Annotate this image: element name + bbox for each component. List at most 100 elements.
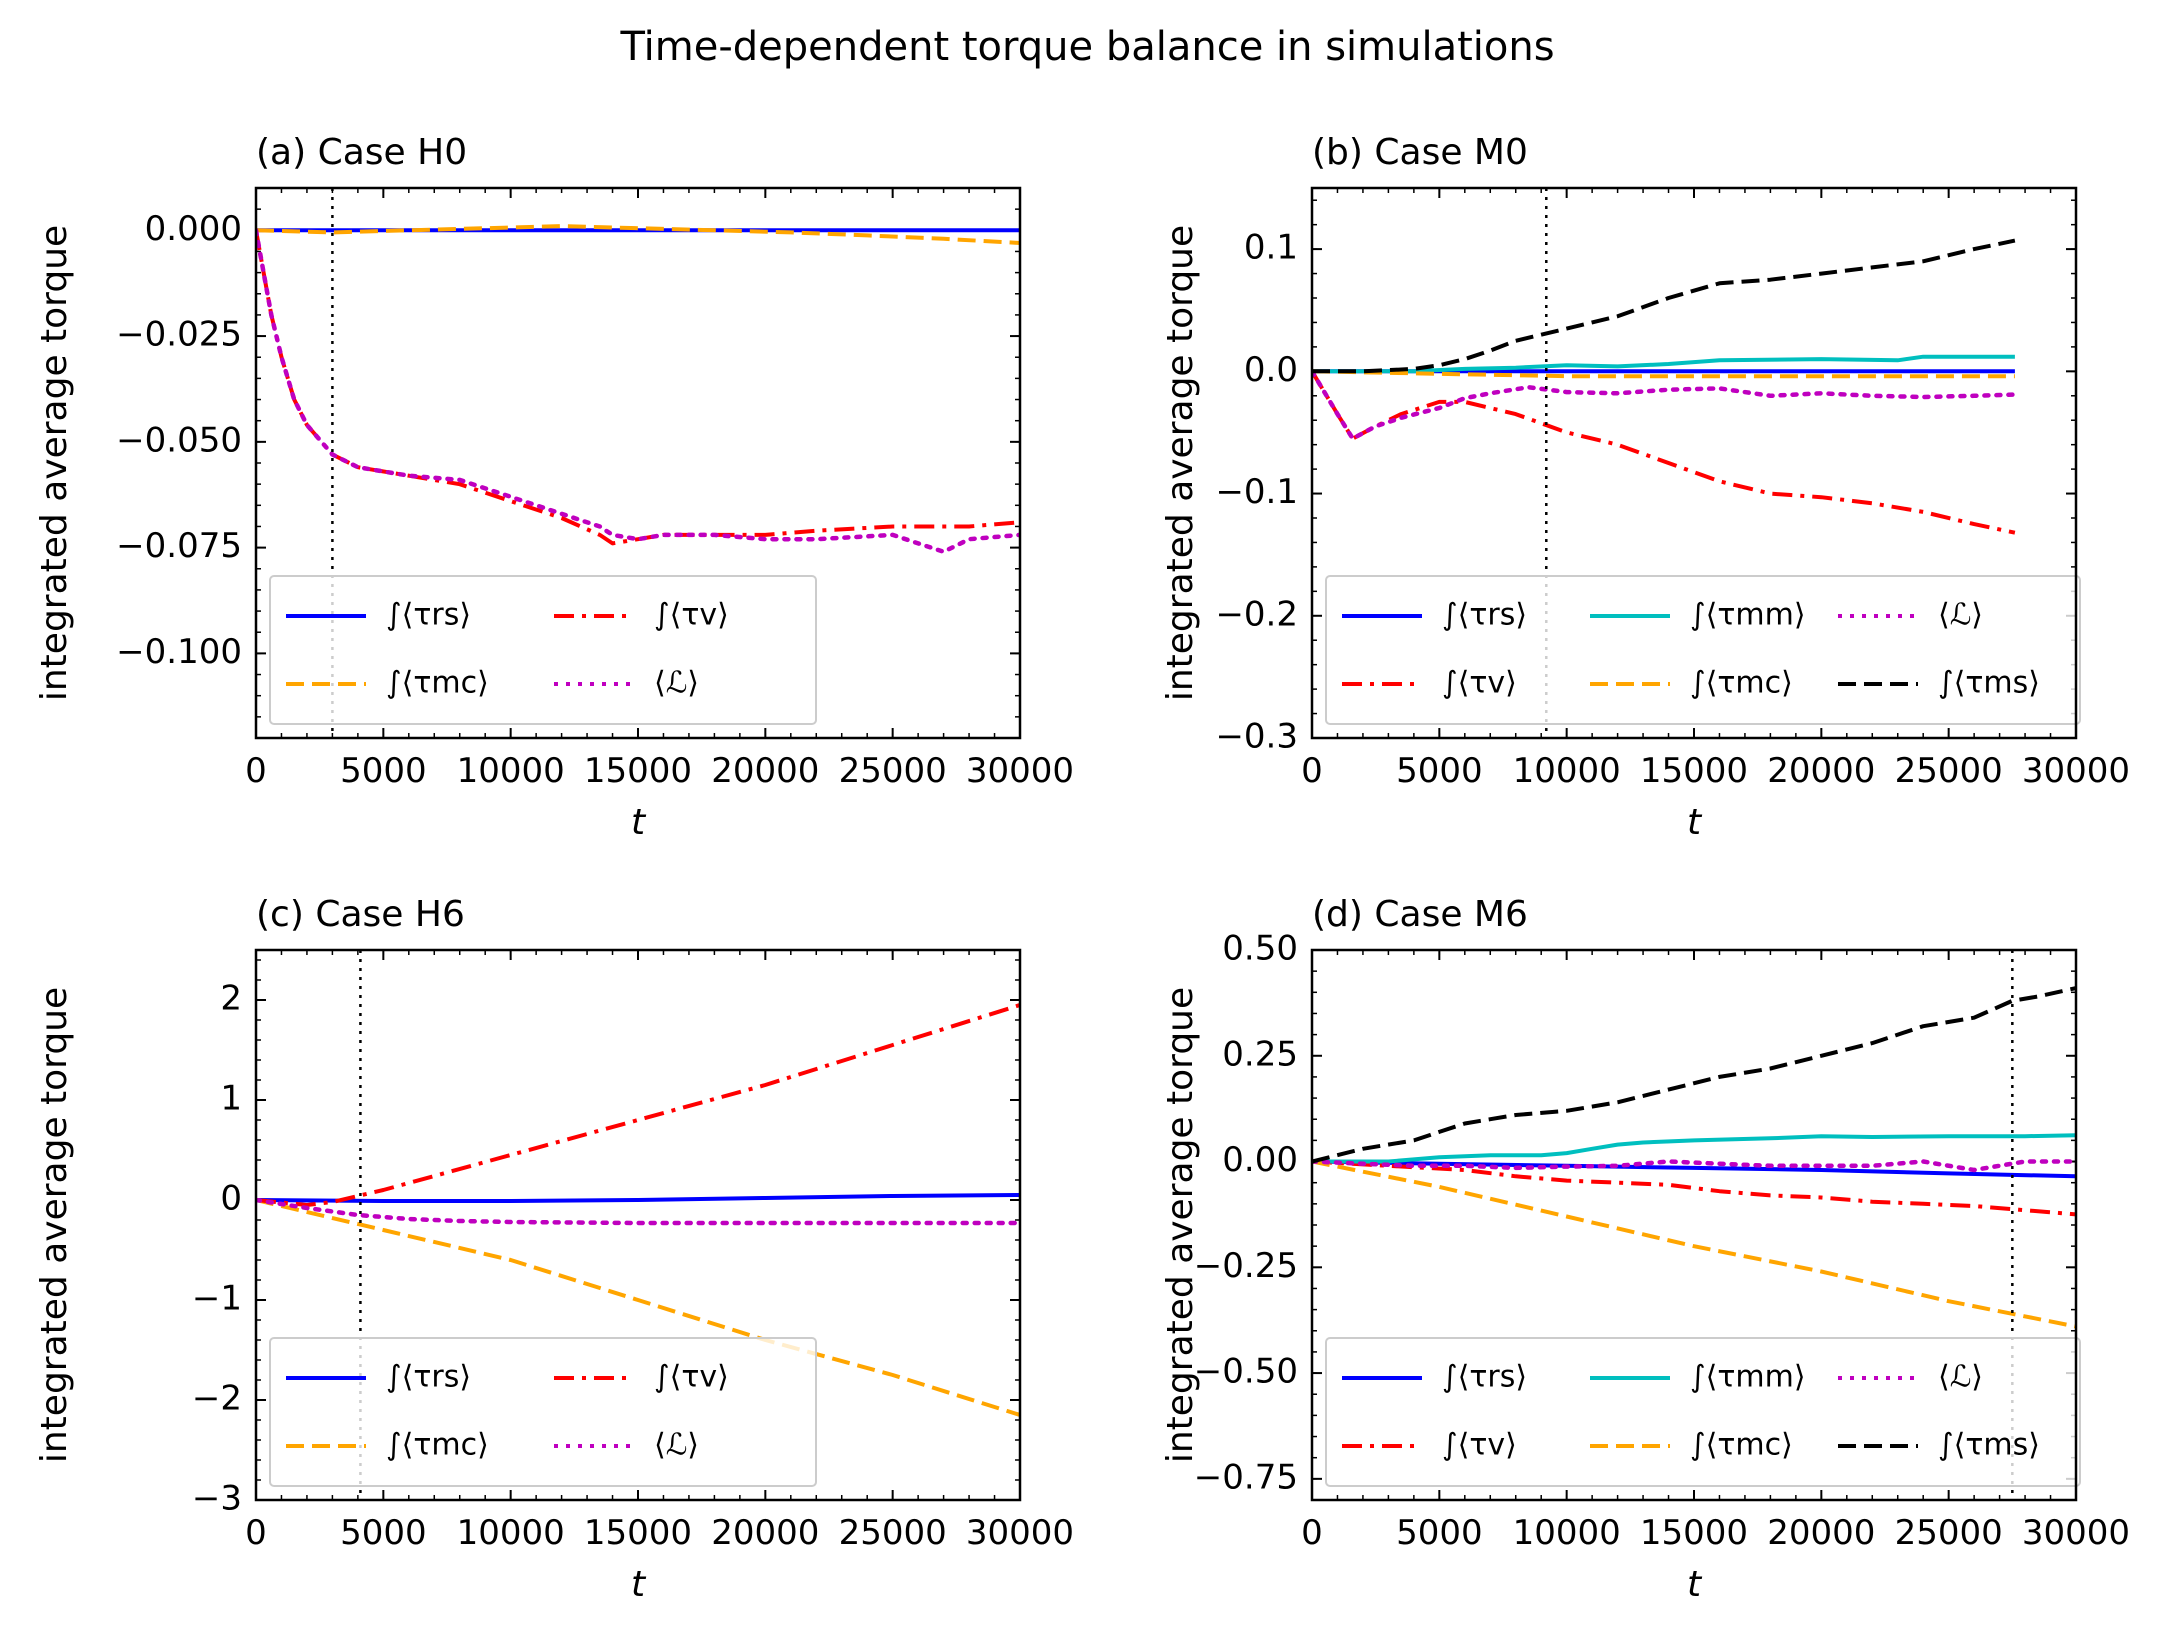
y-tick-label: −0.050 <box>116 420 242 460</box>
axes-frame <box>254 186 1022 740</box>
axes-frame <box>1310 948 2078 1502</box>
y-axis-label: integrated average torque <box>34 225 75 701</box>
y-tick-label: −0.3 <box>1215 717 1298 757</box>
series-line-rs <box>1312 1159 2076 1179</box>
series-line-v <box>256 1003 1020 1207</box>
x-tick-label: 30000 <box>2022 751 2130 791</box>
y-tick-label: 0.25 <box>1222 1034 1298 1074</box>
y-tick-label: 0.000 <box>145 209 242 249</box>
series-line-v <box>1312 370 2016 535</box>
x-tick-label: 10000 <box>457 751 565 791</box>
panel-1: (a) Case H0 0 5000 10000 15000 20000 25000 3000… <box>34 132 1074 843</box>
x-tick-label: 20000 <box>1767 751 1875 791</box>
y-tick-label: −0.25 <box>1194 1246 1298 1286</box>
series-line-mm <box>1312 1133 2076 1164</box>
x-tick-label: 10000 <box>457 1513 565 1553</box>
x-tick-label: 25000 <box>839 1513 947 1553</box>
y-axis-label: integrated average torque <box>1160 987 1201 1463</box>
panel-3: (c) Case H6 0 5000 10000 15000 20000 25000 3000… <box>34 894 1074 1605</box>
series-line-ms <box>1312 986 2076 1164</box>
y-tick-label: 1 <box>220 1079 242 1119</box>
legend-box <box>1325 575 2081 725</box>
y-tick-label: 0.0 <box>1244 350 1298 390</box>
figure-title: Time-dependent torque balance in simulat… <box>620 24 1555 70</box>
x-tick-label: 30000 <box>966 751 1074 791</box>
y-tick-label: 0 <box>220 1179 242 1219</box>
x-axis-label: t <box>631 1564 647 1605</box>
y-tick-label: −0.075 <box>116 526 242 566</box>
axes-frame <box>1310 186 2078 740</box>
series-line-L <box>256 228 1020 555</box>
x-tick-label: 10000 <box>1513 751 1621 791</box>
y-tick-label: −0.75 <box>1194 1457 1298 1497</box>
y-tick-label: −3 <box>192 1479 242 1519</box>
series-line-L <box>1312 1159 2076 1173</box>
y-tick-label: 0.1 <box>1244 228 1298 268</box>
panel-4: (d) Case M6 0 5000 10000 15000 20000 25000 3000… <box>1160 894 2130 1605</box>
x-tick-label: 0 <box>1301 1513 1323 1553</box>
legend-box <box>1325 1337 2081 1487</box>
legend-label-L: ⟨ℒ⟩ <box>654 1428 699 1463</box>
y-tick-label: 2 <box>220 979 242 1019</box>
x-tick-label: 10000 <box>1513 1513 1621 1553</box>
legend-label-rs: ∫⟨τrs⟩ <box>386 598 471 633</box>
y-tick-label: −0.025 <box>116 315 242 355</box>
legend-label-mc: ∫⟨τmc⟩ <box>1690 1428 1793 1463</box>
plot-area <box>256 188 1020 738</box>
y-tick-label: 0.00 <box>1222 1140 1298 1180</box>
y-tick-label: 0.50 <box>1222 929 1298 969</box>
series-line-v <box>1312 1159 2076 1217</box>
x-tick-label: 0 <box>245 751 267 791</box>
legend-label-v: ∫⟨τv⟩ <box>1442 1428 1517 1463</box>
panel-title: (a) Case H0 <box>256 132 467 173</box>
legend-box <box>269 575 817 725</box>
x-tick-label: 5000 <box>1396 751 1483 791</box>
x-tick-label: 20000 <box>711 1513 819 1553</box>
axes-frame <box>254 948 1022 1502</box>
series-line-L <box>256 1197 1020 1226</box>
legend-label-ms: ∫⟨τms⟩ <box>1938 666 2040 701</box>
legend-label-mc: ∫⟨τmc⟩ <box>1690 666 1793 701</box>
legend-label-L: ⟨ℒ⟩ <box>1938 598 1983 633</box>
y-tick-label: −0.50 <box>1194 1352 1298 1392</box>
x-tick-label: 30000 <box>2022 1513 2130 1553</box>
panel-title: (d) Case M6 <box>1312 894 1528 935</box>
x-axis-label: t <box>1687 802 1703 843</box>
x-tick-label: 25000 <box>1895 1513 2003 1553</box>
legend-label-v: ∫⟨τv⟩ <box>654 1360 729 1395</box>
legend-label-rs: ∫⟨τrs⟩ <box>1442 1360 1527 1395</box>
y-tick-label: −0.2 <box>1215 594 1298 634</box>
y-tick-label: −1 <box>192 1279 242 1319</box>
series-line-mc <box>256 224 1020 245</box>
x-tick-label: 30000 <box>966 1513 1074 1553</box>
series-line-mc <box>256 1198 1020 1417</box>
y-tick-label: −0.100 <box>116 632 242 672</box>
plot-area <box>256 950 1020 1500</box>
x-tick-label: 15000 <box>584 751 692 791</box>
x-tick-label: 15000 <box>1640 1513 1748 1553</box>
legend-label-mm: ∫⟨τmm⟩ <box>1690 1360 1806 1395</box>
x-tick-label: 5000 <box>340 1513 427 1553</box>
series-line-mc <box>1312 369 2015 379</box>
plot-area <box>1312 188 2018 738</box>
series-line-mm <box>1312 354 2015 374</box>
y-axis-label: integrated average torque <box>34 987 75 1463</box>
series-line-L <box>1312 369 2018 441</box>
x-tick-label: 0 <box>245 1513 267 1553</box>
panel-title: (b) Case M0 <box>1312 132 1528 173</box>
x-axis-label: t <box>631 802 647 843</box>
series-line-rs <box>256 1193 1020 1203</box>
legend-label-ms: ∫⟨τms⟩ <box>1938 1428 2040 1463</box>
x-tick-label: 15000 <box>584 1513 692 1553</box>
legend-label-mm: ∫⟨τmm⟩ <box>1690 598 1806 633</box>
series-line-v <box>256 229 1020 546</box>
series-line-ms <box>1312 238 2016 374</box>
x-tick-label: 20000 <box>1767 1513 1875 1553</box>
x-axis-label: t <box>1687 1564 1703 1605</box>
legend-label-mc: ∫⟨τmc⟩ <box>386 666 489 701</box>
panel-title: (c) Case H6 <box>256 894 465 935</box>
y-tick-label: −2 <box>192 1379 242 1419</box>
legend-label-mc: ∫⟨τmc⟩ <box>386 1428 489 1463</box>
